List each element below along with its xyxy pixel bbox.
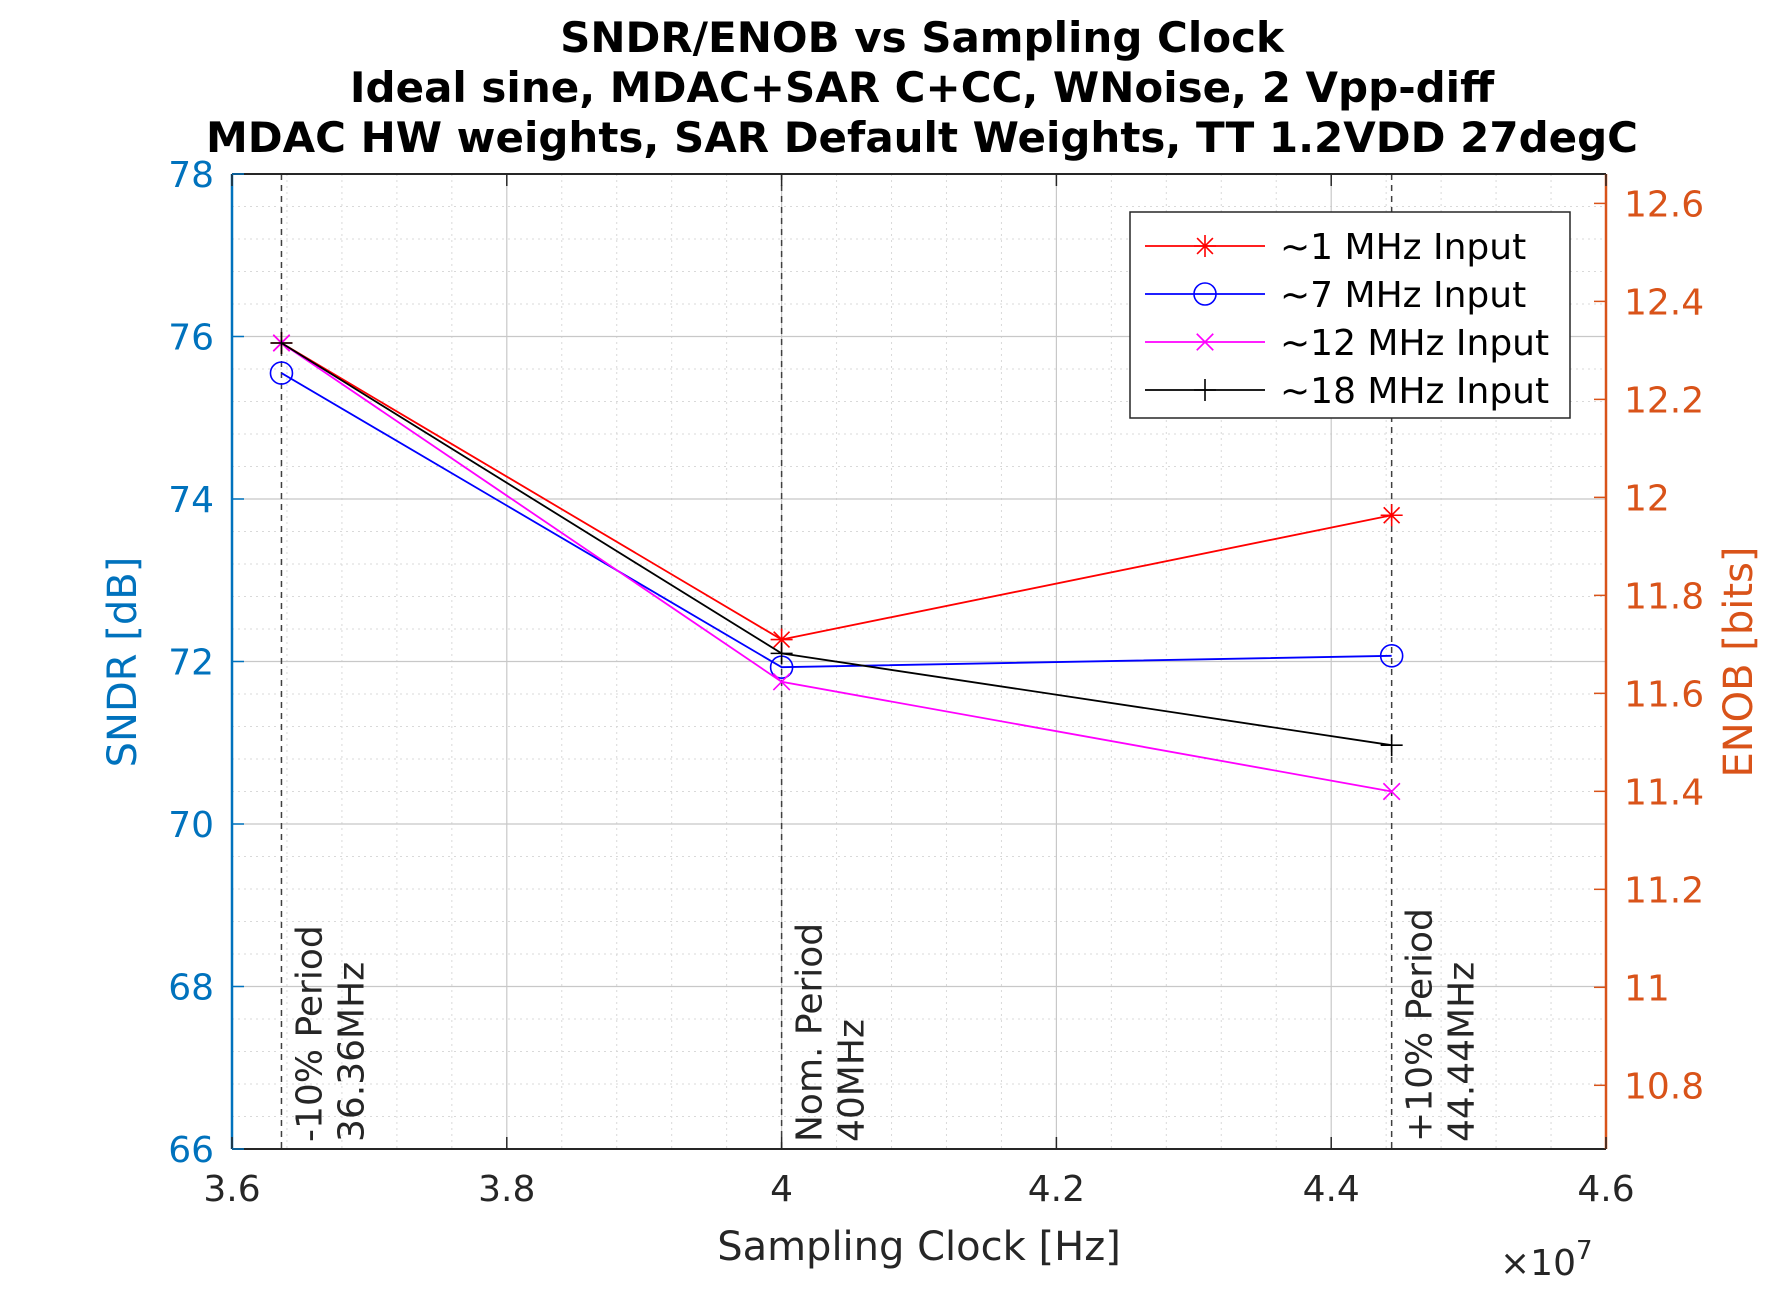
legend-marker-4 xyxy=(1194,379,1216,401)
x-exponent-power: 7 xyxy=(1576,1236,1593,1266)
data-series xyxy=(269,332,1404,801)
y-tick-label-right: 11.2 xyxy=(1624,870,1704,911)
reference-label-2-line-2: 40MHz xyxy=(832,1019,873,1142)
x-tick-label: 4.4 xyxy=(1303,1169,1360,1210)
x-tick-label: 4.6 xyxy=(1577,1169,1634,1210)
series-4-point-2 xyxy=(770,642,793,665)
x-exponent-base: ×10 xyxy=(1500,1243,1576,1284)
series-4-point-1 xyxy=(270,332,293,354)
legend-label-1: ~1 MHz Input xyxy=(1280,227,1526,268)
series-4-point-3 xyxy=(1380,734,1403,757)
x-tick-label: 4.2 xyxy=(1028,1169,1085,1210)
legend-marker-3 xyxy=(1196,333,1214,351)
y-tick-label-right: 11.6 xyxy=(1624,674,1704,715)
series-1-point-3 xyxy=(1380,504,1403,527)
y-tick-label-left: 66 xyxy=(168,1130,214,1171)
series-3-point-3 xyxy=(1382,782,1401,801)
reference-label-3-line-2: 44.44MHz xyxy=(1442,962,1483,1142)
y-axis-label-left: SNDR [dB] xyxy=(100,557,146,768)
y-tick-label-left: 72 xyxy=(168,643,214,684)
x-tick-label: 4 xyxy=(770,1169,793,1210)
legend-label-4: ~18 MHz Input xyxy=(1280,371,1549,412)
y-tick-label-left: 70 xyxy=(168,805,214,846)
y-tick-label-left: 78 xyxy=(168,155,214,196)
y-tick-label-right: 12 xyxy=(1624,478,1670,519)
y-tick-label-right: 12.4 xyxy=(1624,282,1704,323)
series-2-point-1 xyxy=(269,361,294,385)
reference-label-1-line-2: 36.36MHz xyxy=(331,962,372,1142)
x-exponent-label: ×107 xyxy=(1500,1236,1593,1284)
y-axis-label-right: ENOB [bits] xyxy=(1716,546,1762,777)
legend-label-3: ~12 MHz Input xyxy=(1280,323,1549,364)
y-tick-label-right: 11.4 xyxy=(1624,772,1704,813)
reference-label-3-line-1: +10% Period xyxy=(1400,908,1441,1142)
axis-ticks: 3.6 3.8 4 4.2 4.4 4.6 66 68 70 72 74 76 78 10.8 11 11.2… xyxy=(168,155,1704,1210)
x-tick-label: 3.8 xyxy=(478,1169,535,1210)
y-tick-label-left: 68 xyxy=(168,968,214,1009)
y-tick-label-left: 76 xyxy=(168,318,214,359)
legend-marker-1 xyxy=(1194,235,1216,257)
legend: ~1 MHz Input ~7 MHz Input ~12 MHz Input ~18… xyxy=(1129,211,1571,419)
series-line-2 xyxy=(281,372,1392,669)
reference-label-1-line-1: -10% Period xyxy=(289,925,330,1142)
y-tick-label-left: 74 xyxy=(168,480,214,521)
series-2-point-3 xyxy=(1379,644,1404,668)
x-tick-label: 3.6 xyxy=(203,1169,260,1210)
series-3-point-2 xyxy=(772,672,791,691)
legend-label-2: ~7 MHz Input xyxy=(1280,275,1526,316)
y-tick-label-right: 10.8 xyxy=(1624,1066,1704,1107)
chart-title-line-3: MDAC HW weights, SAR Default Weights, TT… xyxy=(206,113,1638,162)
legend-marker-2 xyxy=(1193,282,1217,306)
chart-title-line-1: SNDR/ENOB vs Sampling Clock xyxy=(560,13,1285,62)
y-tick-label-right: 11.8 xyxy=(1624,576,1704,617)
y-tick-label-right: 12.2 xyxy=(1624,380,1704,421)
y-tick-label-right: 12.6 xyxy=(1624,184,1704,225)
y-tick-label-right: 11 xyxy=(1624,968,1670,1009)
chart-title-line-2: Ideal sine, MDAC+SAR C+CC, WNoise, 2 Vpp… xyxy=(350,63,1495,112)
reference-label-2-line-1: Nom. Period xyxy=(790,923,831,1142)
x-axis-label: Sampling Clock [Hz] xyxy=(717,1224,1121,1270)
